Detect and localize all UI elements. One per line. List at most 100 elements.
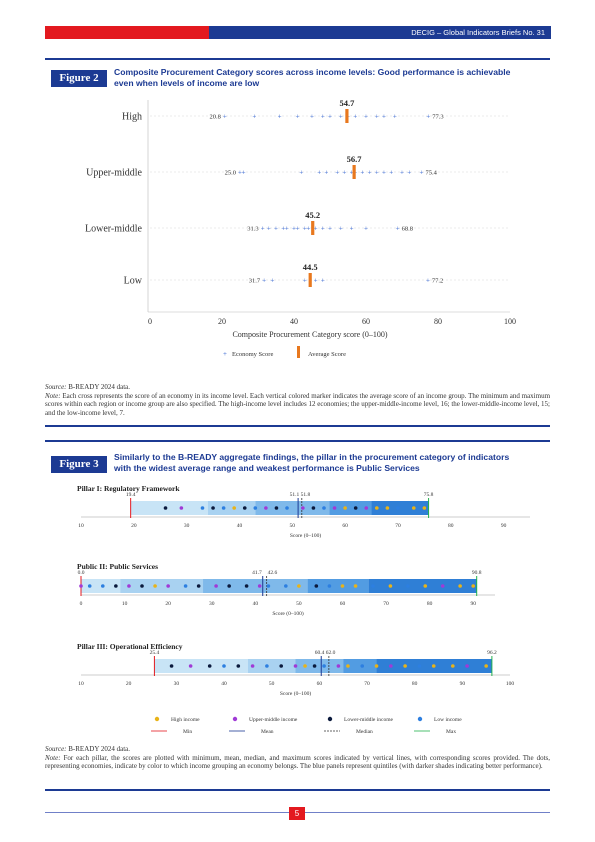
figure3-economy-dot	[183, 584, 188, 588]
figure3-x-tick-label: 40	[253, 601, 259, 607]
figure2-average-label: 44.5	[303, 262, 318, 272]
figure3-mean-median-label: 51.1 51.8	[290, 492, 311, 498]
figure3-quintile-panel	[368, 579, 477, 593]
figure3-x-tick-label: 70	[395, 523, 401, 529]
figure3-title-line2: with the widest average range and weakes…	[114, 462, 420, 473]
figure2-source-label: Source:	[45, 383, 67, 391]
figure2-x-tick-label: 60	[362, 317, 370, 326]
figure3-economy-dot	[244, 584, 249, 588]
figure3-economy-dot	[279, 664, 283, 668]
figure2-economy-score-mark: +	[310, 113, 314, 121]
figure3-source: B-READY 2024 data.	[68, 745, 131, 753]
figure3-x-tick-label: 40	[221, 681, 227, 687]
figure3-legend-max-label: Max	[446, 729, 456, 735]
figure3-quintile-panel	[207, 501, 256, 515]
figure2-economy-score-mark: +	[267, 225, 271, 233]
figure3-economy-dot	[371, 584, 375, 588]
figure3-economy-dot	[163, 506, 168, 510]
figure2-economy-score-mark: +	[364, 225, 368, 233]
figure3-economy-dot	[242, 506, 247, 510]
figure2-note-label: Note:	[45, 391, 61, 400]
figure2-economy-score-mark: +	[400, 169, 404, 177]
figure3-x-tick-label: 70	[364, 681, 370, 687]
figure2-economy-score-mark: +	[364, 113, 368, 121]
figure3-economy-dot	[440, 584, 445, 588]
figure2-average-marker	[311, 221, 315, 235]
figure3-legend-median-label: Median	[356, 729, 373, 735]
figure3-legend-label-high: High income	[171, 717, 200, 723]
figure3-economy-dot	[253, 506, 258, 510]
figure3-bottom-rule	[45, 789, 550, 791]
figure2-economy-score-mark: +	[321, 277, 325, 285]
figure3-economy-dot	[451, 664, 455, 668]
figure3-economy-dot	[403, 664, 407, 668]
figure3-economy-dot	[471, 584, 476, 588]
figure2-average-marker	[308, 273, 312, 287]
figure3-economy-dot	[396, 506, 400, 510]
figure2-title: Composite Procurement Category scores ac…	[114, 67, 544, 88]
figure3-economy-dot	[301, 506, 305, 510]
figure2-economy-score-mark: +	[426, 277, 430, 285]
figure3-economy-dot	[484, 664, 488, 668]
figure2-title-line2: even when levels of income are low	[114, 77, 260, 88]
figure2-economy-score-mark: +	[339, 225, 343, 233]
figure2-x-tick-label: 0	[148, 317, 152, 326]
figure3-x-tick-label: 60	[317, 681, 323, 687]
figure3-economy-dot	[340, 584, 345, 588]
figure2-economy-score-mark: +	[324, 169, 328, 177]
figure2-max-label: 75.4	[425, 170, 437, 177]
figure2-min-label: 20.8	[210, 114, 221, 121]
figure3-source-label: Source:	[45, 745, 67, 753]
figure2-economy-score-mark: +	[342, 169, 346, 177]
figure3-legend-mean-label: Mean	[261, 729, 274, 735]
figure3-pillar-title: Pillar III: Operational Efficiency	[77, 642, 183, 651]
figure3-economy-dot	[293, 664, 298, 668]
figure3-legend-label-upper: Upper-middle income	[249, 717, 298, 723]
figure2-average-label: 45.2	[305, 210, 320, 220]
figure3-economy-dot	[360, 664, 365, 668]
figure2-economy-score-mark: +	[419, 169, 423, 177]
figure2-economy-score-mark: +	[261, 225, 265, 233]
figure2-economy-score-mark: +	[292, 225, 296, 233]
figure3-x-tick-label: 90	[470, 601, 476, 607]
figure2-legend-cross-symbol: +	[223, 350, 227, 358]
figure2-economy-score-mark: +	[296, 225, 300, 233]
figure3-economy-dot	[364, 506, 369, 510]
figure2-x-tick-label: 40	[290, 317, 298, 326]
figure3-mean-label: 41.7	[252, 570, 262, 576]
figure2-legend-average-label: Average Score	[308, 351, 346, 358]
figure3-x-tick-label: 100	[506, 681, 515, 687]
figure3-quintile-panel	[329, 501, 372, 515]
figure3-economy-dot	[179, 506, 184, 510]
figure3-economy-dot	[285, 506, 289, 510]
figure2-economy-score-mark: +	[317, 169, 321, 177]
header-blue-bar	[209, 26, 551, 39]
figure2-economy-score-mark: +	[350, 225, 354, 233]
figure3-economy-dot	[232, 506, 236, 510]
figure3-x-tick-label: 90	[460, 681, 466, 687]
figure2-economy-score-mark: +	[350, 169, 354, 177]
figure2-economy-score-mark: +	[389, 169, 393, 177]
figure2-economy-score-mark: +	[262, 277, 266, 285]
figure2-economy-score-mark: +	[393, 113, 397, 121]
figure2-economy-score-mark: +	[238, 169, 242, 177]
figure3-quintile-panel	[154, 659, 248, 673]
figure2-economy-score-mark: +	[328, 113, 332, 121]
figure2-economy-score-mark: +	[375, 169, 379, 177]
figure2-economy-score-mark: +	[242, 169, 246, 177]
figure3-x-axis-label: Score (0–100)	[280, 690, 311, 697]
figure3-x-tick-label: 50	[296, 601, 302, 607]
figure2-economy-score-mark: +	[285, 225, 289, 233]
figure3-economy-dot	[250, 664, 255, 668]
header-red-bar	[45, 26, 209, 39]
figure3-title: Similarly to the B-READY aggregate findi…	[114, 452, 544, 473]
figure2-source: B-READY 2024 data.	[68, 383, 131, 391]
figure2-x-axis-label: Composite Procurement Category score (0–…	[232, 330, 387, 339]
figure3-economy-dot	[200, 506, 205, 510]
figure3-x-tick-label: 10	[78, 523, 84, 529]
figure3-economy-dot	[274, 506, 279, 510]
figure2-economy-score-mark: +	[375, 113, 379, 121]
figure3-economy-dot	[322, 506, 326, 510]
figure3-economy-dot	[114, 584, 118, 588]
figure2-economy-score-mark: +	[314, 277, 318, 285]
